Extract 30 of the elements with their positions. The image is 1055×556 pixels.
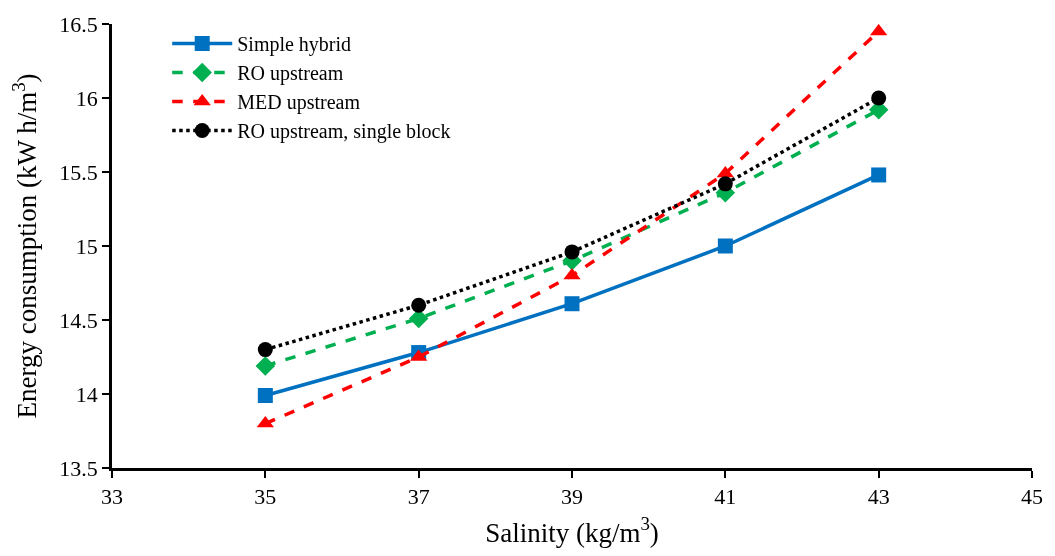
point: [255, 356, 276, 376]
x-tick-label: 39: [561, 484, 583, 510]
y-tick-label: 13.5: [59, 455, 98, 481]
y-tick-label: 15: [75, 233, 98, 259]
point: [564, 296, 580, 312]
x-tick-label: 37: [407, 484, 430, 510]
x-tick-label: 33: [101, 484, 123, 510]
x-tick-label: 35: [254, 484, 277, 510]
y-tick-label: 15.5: [59, 159, 98, 185]
point: [871, 167, 887, 183]
point: [717, 176, 733, 192]
x-tick-label: 41: [714, 484, 737, 510]
x-tick-label: 45: [1021, 484, 1043, 510]
y-tick-label: 14: [75, 381, 98, 407]
y-tick-label: 16: [75, 85, 98, 111]
y-tick-label: 16.5: [59, 11, 98, 37]
point: [717, 238, 733, 254]
x-axis-title: Salinity (kg/m$^{3}$): [485, 513, 659, 548]
point: [871, 90, 887, 106]
y-tick-label: 14.5: [59, 307, 98, 333]
legend-label: RO upstream, single block: [237, 120, 451, 144]
point: [716, 165, 734, 178]
point: [411, 297, 427, 313]
point: [257, 387, 273, 403]
legend-label: MED upstream: [237, 91, 361, 115]
legend-label: Simple hybrid: [237, 33, 352, 57]
legend-label: RO upstream: [237, 62, 344, 86]
point: [257, 342, 273, 358]
point: [564, 244, 580, 260]
x-tick-label: 43: [867, 484, 890, 510]
